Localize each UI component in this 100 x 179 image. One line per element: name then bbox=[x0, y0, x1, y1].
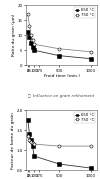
750 °C bbox=[59, 48, 60, 50]
650 °C bbox=[90, 167, 91, 169]
650 °C bbox=[30, 139, 32, 141]
650 °C bbox=[32, 145, 33, 147]
650 °C bbox=[34, 49, 35, 51]
650 °C bbox=[90, 58, 91, 60]
750 °C bbox=[29, 25, 30, 27]
650 °C bbox=[32, 46, 33, 48]
750 °C bbox=[29, 139, 30, 141]
750 °C bbox=[34, 143, 35, 145]
750 °C bbox=[30, 141, 32, 143]
Y-axis label: Ratio du grain (μm): Ratio du grain (μm) bbox=[12, 14, 16, 57]
650 °C bbox=[29, 133, 30, 135]
Line: 750 °C: 750 °C bbox=[26, 13, 92, 53]
750 °C bbox=[59, 145, 60, 147]
Line: 750 °C: 750 °C bbox=[26, 135, 92, 148]
750 °C bbox=[34, 43, 35, 45]
750 °C bbox=[32, 39, 33, 41]
750 °C bbox=[27, 135, 28, 137]
Line: 650 °C: 650 °C bbox=[26, 31, 92, 60]
750 °C bbox=[30, 34, 32, 36]
Text: ⓐ  Influence on grain refinement: ⓐ Influence on grain refinement bbox=[28, 94, 95, 98]
750 °C bbox=[90, 51, 91, 53]
Legend: 650 °C, 750 °C: 650 °C, 750 °C bbox=[74, 7, 95, 18]
650 °C bbox=[34, 155, 35, 157]
650 °C bbox=[59, 55, 60, 57]
Legend: 650 °C, 750 °C: 650 °C, 750 °C bbox=[74, 112, 95, 123]
750 °C bbox=[27, 13, 28, 15]
650 °C bbox=[29, 36, 30, 38]
750 °C bbox=[32, 142, 33, 144]
650 °C bbox=[30, 42, 32, 44]
750 °C bbox=[90, 145, 91, 147]
X-axis label: Froid time (min.): Froid time (min.) bbox=[44, 74, 80, 78]
650 °C bbox=[59, 163, 60, 165]
Y-axis label: Facteur de forme du grain: Facteur de forme du grain bbox=[11, 112, 15, 169]
650 °C bbox=[27, 31, 28, 33]
650 °C bbox=[27, 119, 28, 121]
Line: 650 °C: 650 °C bbox=[26, 119, 92, 170]
